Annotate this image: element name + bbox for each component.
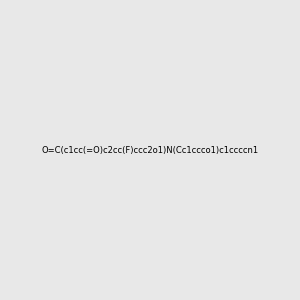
Text: O=C(c1cc(=O)c2cc(F)ccc2o1)N(Cc1ccco1)c1ccccn1: O=C(c1cc(=O)c2cc(F)ccc2o1)N(Cc1ccco1)c1c…	[41, 146, 259, 154]
